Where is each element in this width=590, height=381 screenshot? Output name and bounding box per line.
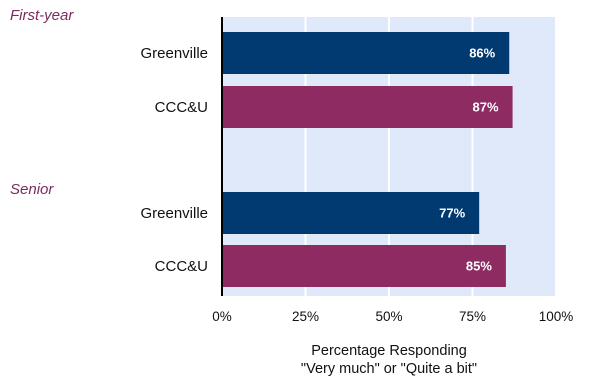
data-label: 77%: [439, 206, 465, 221]
data-label: 86%: [469, 46, 495, 61]
category-label: CCC&U: [155, 99, 208, 116]
x-axis-title-line-1: Percentage Responding: [311, 343, 467, 359]
bar: [222, 86, 513, 128]
tick-label: 25%: [292, 309, 319, 324]
data-label: 87%: [473, 100, 499, 115]
tick-label: 100%: [539, 309, 574, 324]
bar: [222, 192, 480, 234]
group-label: First-year: [10, 7, 74, 24]
x-axis-title-line-2: "Very much" or "Quite a bit": [300, 361, 478, 377]
x-axis-title: Percentage Responding "Very much" or "Qu…: [222, 342, 556, 378]
bar: [222, 245, 506, 287]
tick-label: 0%: [212, 309, 232, 324]
category-label: CCC&U: [155, 258, 208, 275]
tick-label: 50%: [375, 309, 402, 324]
data-label: 85%: [466, 259, 492, 274]
category-label: Greenville: [140, 205, 208, 222]
group-label: Senior: [10, 181, 54, 198]
x-axis-ticks: 0% 25% 50% 75% 100%: [212, 309, 573, 324]
labels: First-year Greenville 86% CCC&U 87% Senior Gre…: [10, 7, 499, 275]
bars: [222, 32, 513, 287]
category-label: Greenville: [140, 45, 208, 62]
bar: [222, 32, 510, 74]
tick-label: 75%: [459, 309, 486, 324]
